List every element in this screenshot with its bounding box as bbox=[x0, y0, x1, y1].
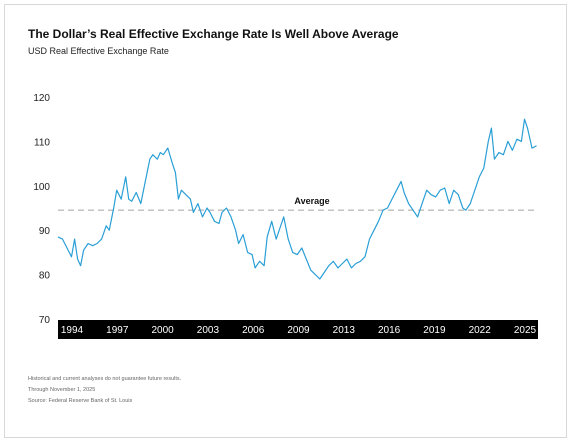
x-tick-label: 2009 bbox=[287, 325, 310, 336]
y-tick-label: 70 bbox=[39, 315, 51, 326]
y-tick-label: 110 bbox=[34, 137, 50, 148]
y-tick-label: 80 bbox=[39, 271, 51, 282]
x-tick-label: 2006 bbox=[242, 325, 265, 336]
x-tick-label: 2025 bbox=[514, 325, 537, 336]
footnote-date: Through November 1, 2025 bbox=[28, 387, 96, 393]
x-tick-label: 2000 bbox=[151, 325, 174, 336]
x-axis: 1994 1997 2000 2003 2006 2009 2013 2016 2019 2022… bbox=[61, 325, 537, 336]
y-tick-label: 90 bbox=[39, 226, 51, 237]
x-axis-band bbox=[58, 320, 538, 339]
footnote-source: Source: Federal Reserve Bank of St. Loui… bbox=[28, 398, 133, 404]
chart-title: The Dollar’s Real Effective Exchange Rat… bbox=[28, 27, 399, 41]
y-axis: 70 80 90 100 110 120 bbox=[33, 93, 50, 326]
x-tick-label: 2013 bbox=[333, 325, 356, 336]
y-tick-label: 120 bbox=[33, 93, 50, 104]
x-tick-label: 2016 bbox=[378, 325, 401, 336]
chart-frame bbox=[4, 4, 567, 438]
x-tick-label: 1997 bbox=[106, 325, 129, 336]
footnotes: Historical and current analyses do not g… bbox=[28, 374, 181, 407]
average-label: Average bbox=[294, 196, 329, 206]
chart-subtitle: USD Real Effective Exchange Rate bbox=[28, 46, 169, 56]
footnote-disclaimer: Historical and current analyses do not g… bbox=[28, 376, 182, 382]
x-tick-label: 2003 bbox=[197, 325, 220, 336]
series-line bbox=[57, 118, 537, 280]
x-tick-label: 1994 bbox=[61, 325, 84, 336]
x-tick-label: 2022 bbox=[469, 325, 492, 336]
y-tick-label: 100 bbox=[33, 182, 50, 193]
x-tick-label: 2019 bbox=[423, 325, 446, 336]
